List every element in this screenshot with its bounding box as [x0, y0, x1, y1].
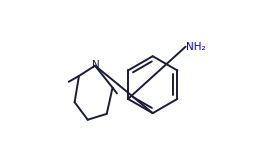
Text: NH₂: NH₂: [186, 42, 206, 52]
Text: N: N: [92, 60, 100, 70]
